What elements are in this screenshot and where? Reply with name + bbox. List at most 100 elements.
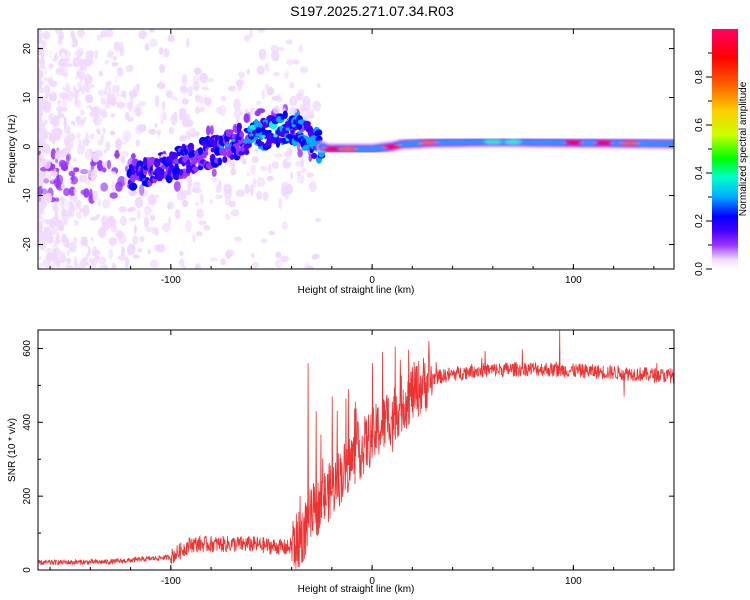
heatmap-cell: [302, 108, 311, 120]
heatmap-cell: [236, 122, 242, 131]
heatmap-cell: [44, 122, 54, 131]
heatmap-cell: [118, 206, 127, 213]
heatmap-cell: [103, 149, 108, 154]
heatmap-cell: [41, 188, 48, 195]
heatmap-cell: [298, 44, 303, 53]
heatmap-cell: [136, 50, 141, 62]
heatmap-cell: [44, 234, 54, 242]
heatmap-cell: [120, 150, 129, 158]
spectrogram-frame: [37, 28, 675, 270]
heatmap-cell: [121, 188, 127, 201]
heatmap-cell: [203, 106, 212, 115]
heatmap-cell: [268, 60, 272, 70]
heatmap-cell: [273, 134, 278, 138]
heatmap-cell: [199, 106, 204, 113]
heatmap-cell: [111, 61, 119, 67]
heatmap-cell: [56, 219, 64, 231]
heatmap-cell: [105, 141, 111, 152]
heatmap-cell: [90, 83, 95, 89]
heatmap-cell: [239, 214, 246, 222]
heatmap-cell: [38, 29, 42, 32]
heatmap-cell: [53, 201, 58, 211]
heatmap-band: [315, 135, 674, 155]
heatmap-cell: [181, 116, 191, 128]
heatmap-cell: [280, 91, 288, 99]
heatmap-cell: [170, 151, 178, 161]
heatmap-cell: [77, 138, 82, 148]
heatmap-cell: [222, 150, 227, 157]
heatmap-hotspot: [483, 139, 502, 144]
heatmap-cell: [73, 256, 78, 268]
heatmap-cell: [256, 108, 266, 114]
heatmap-hotspot: [322, 147, 341, 151]
heatmap-cell: [209, 125, 214, 136]
heatmap-cell: [311, 152, 318, 159]
heatmap-cell: [118, 41, 124, 51]
heatmap-cell: [112, 198, 120, 205]
snr-ylabel: SNR (10 * v/v): [7, 418, 18, 482]
heatmap-cell: [194, 94, 201, 103]
heatmap-cell: [249, 133, 254, 137]
heatmap-cell: [163, 48, 170, 58]
heatmap-hotspot: [419, 140, 438, 145]
heatmap-cell: [181, 265, 187, 269]
heatmap-cell: [132, 87, 137, 99]
snr-ytick-label: 0: [22, 567, 33, 573]
heatmap-cell: [101, 167, 107, 173]
heatmap-cell: [206, 125, 211, 136]
heatmap-cell: [236, 189, 245, 198]
heatmap-cell: [193, 67, 202, 75]
heatmap-cell: [178, 107, 187, 115]
heatmap-cell: [86, 107, 91, 115]
heatmap-cell: [172, 158, 181, 166]
heatmap-cell: [278, 197, 283, 210]
heatmap-cell: [113, 41, 121, 52]
heatmap-cell: [76, 211, 82, 219]
snr-frame: [37, 329, 675, 571]
heatmap-cell: [106, 50, 115, 59]
heatmap-cell: [84, 94, 94, 103]
heatmap-cell: [94, 255, 100, 261]
heatmap-cell: [195, 195, 200, 200]
heatmap-cell: [187, 142, 195, 152]
heatmap-cell: [223, 188, 233, 200]
heatmap-cell: [85, 132, 89, 144]
heatmap-cell: [50, 45, 54, 53]
heatmap-cell: [255, 126, 262, 134]
heatmap-cell: [262, 191, 269, 202]
colorbar-label: Normalized spectral amplitude: [738, 81, 749, 216]
heatmap-cell: [230, 167, 237, 176]
heatmap-cell: [233, 108, 243, 120]
heatmap-cell: [99, 263, 109, 269]
heatmap-hotspot: [564, 140, 583, 145]
heatmap-cell: [138, 30, 147, 40]
heatmap-cell: [154, 95, 160, 108]
heatmap-cell: [179, 189, 188, 195]
heatmap-cell: [38, 194, 47, 204]
heatmap-cell: [50, 91, 57, 102]
heatmap-cell: [61, 52, 66, 59]
colorbar-tick-label: 0.0: [694, 262, 705, 276]
heatmap-cell: [215, 184, 220, 194]
heatmap-cell: [63, 209, 71, 217]
heatmap-cell: [315, 217, 322, 223]
snr-ytick-label: 600: [22, 340, 33, 357]
heatmap-cell: [38, 47, 45, 55]
heatmap-cell: [137, 248, 143, 253]
heatmap-cell: [261, 134, 266, 138]
heatmap-cell: [80, 218, 86, 226]
heatmap-cell: [225, 143, 230, 147]
heatmap-cell: [211, 168, 217, 177]
heatmap-cell: [100, 97, 106, 105]
heatmap-cell: [49, 112, 54, 120]
heatmap-cell: [55, 231, 60, 240]
heatmap-cell: [121, 57, 128, 65]
heatmap-cell: [209, 257, 218, 262]
heatmap-cell: [41, 240, 45, 252]
heatmap-cell: [92, 245, 97, 255]
heatmap-cell: [286, 147, 293, 157]
heatmap-cell: [63, 187, 71, 197]
spectrogram-ytick-label: -10: [22, 188, 33, 203]
heatmap-cell: [53, 197, 60, 202]
